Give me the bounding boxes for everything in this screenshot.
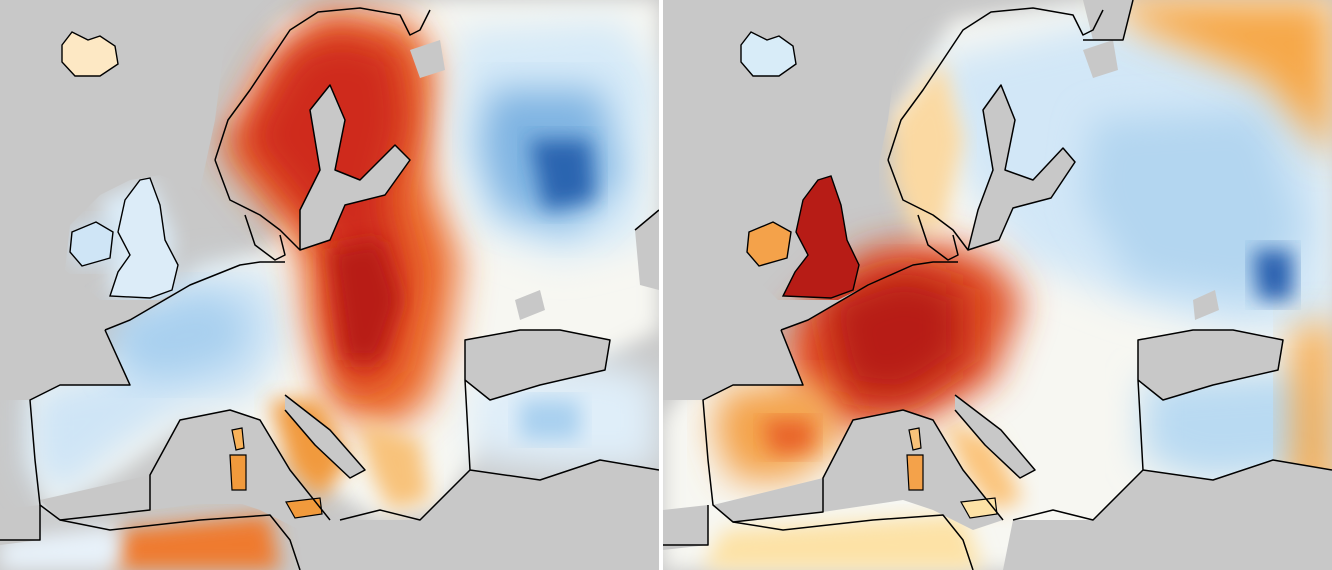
coastlines-right <box>663 0 1332 570</box>
coast-north-france <box>104 261 285 331</box>
sea-atlantic-south-right <box>663 505 708 550</box>
coast-africa-west <box>0 505 41 541</box>
panel-divider <box>659 0 663 570</box>
sea-azov-right <box>1193 290 1219 320</box>
field-cold-russia-right <box>1083 110 1303 300</box>
iceland-shape-right <box>740 31 797 77</box>
coast-greece-black-sea-right <box>1012 329 1284 521</box>
field-cold-france <box>110 290 250 380</box>
coast-africa-right <box>732 514 974 570</box>
map-panel-left <box>0 0 659 570</box>
sea-north-right <box>1083 0 1133 40</box>
left-map-svg <box>0 0 659 570</box>
sea-atlantic-right <box>663 0 903 400</box>
sea-baltic <box>300 85 410 250</box>
sicily-shape <box>285 497 323 519</box>
field-warm-spain-core <box>763 420 813 455</box>
ireland-shape <box>69 221 114 267</box>
coast-greece-black-sea <box>339 329 611 521</box>
coast-africa-west-right <box>663 505 709 546</box>
sea-black-right <box>1138 330 1283 400</box>
coast-africa <box>59 514 301 570</box>
coast-scandinavia-baltic-right <box>887 84 1076 251</box>
coast-denmark-right <box>917 214 959 261</box>
coast-turkey <box>469 459 659 481</box>
coast-norway-right <box>887 7 1104 161</box>
coast-white-sea-right <box>1083 0 1134 41</box>
sardinia-shape <box>229 454 247 491</box>
seas-left <box>0 0 659 570</box>
anomaly-field-right <box>663 0 1332 570</box>
sea-azov <box>515 290 545 320</box>
field-scandinavia-right <box>893 60 963 230</box>
sea-white-right <box>1083 40 1118 78</box>
field-turkey-right <box>1143 370 1332 480</box>
corsica-shape-right <box>908 427 922 451</box>
coast-scandinavia-baltic <box>214 84 411 251</box>
field-africa-warm <box>110 515 280 570</box>
field-hot-spot <box>330 240 400 360</box>
sardinia-shape-right <box>906 454 924 491</box>
sea-adriatic <box>285 395 365 478</box>
sea-baltic-right <box>968 85 1075 250</box>
coast-adriatic-right <box>954 394 1036 479</box>
britain-shape-right <box>781 175 860 299</box>
coast-adriatic <box>284 394 366 479</box>
ireland-shape-right <box>746 221 792 267</box>
coast-iberia-med <box>29 329 331 521</box>
field-cold-core-right <box>1253 250 1293 300</box>
sea-mediterranean-east-right <box>1003 460 1332 570</box>
field-warm-northeast <box>1103 0 1332 160</box>
seas-right <box>663 0 1332 570</box>
coast-norway <box>214 7 431 161</box>
field-warm-balkans <box>360 420 430 510</box>
britain-shape <box>109 177 179 299</box>
map-panel-right <box>663 0 1332 570</box>
sea-mediterranean-east <box>330 460 659 570</box>
iceland-shape <box>61 31 119 77</box>
sea-caspian <box>635 210 659 290</box>
sea-atlantic-south <box>0 505 40 545</box>
sicily-shape-right <box>960 497 998 519</box>
sea-atlantic <box>0 0 230 400</box>
field-cold-core <box>530 140 595 210</box>
coast-north-france-right <box>780 261 958 331</box>
sea-mediterranean-west-right <box>713 410 1003 530</box>
sea-black <box>465 330 610 400</box>
right-map-svg <box>663 0 1332 570</box>
coast-turkey-right <box>1142 459 1332 481</box>
coast-denmark <box>244 214 286 261</box>
coast-iberia-med-right <box>702 329 1004 523</box>
coastlines-left <box>0 7 659 570</box>
sea-adriatic-right <box>955 395 1035 478</box>
field-turkey-cold <box>520 400 580 440</box>
field-very-warm-right <box>823 270 963 400</box>
field-italy-right <box>943 420 1023 510</box>
sea-mediterranean-west <box>40 410 330 530</box>
sea-white <box>410 40 445 78</box>
coast-caspian <box>634 209 659 231</box>
field-warm-italy <box>270 400 350 500</box>
corsica-shape <box>231 427 245 451</box>
